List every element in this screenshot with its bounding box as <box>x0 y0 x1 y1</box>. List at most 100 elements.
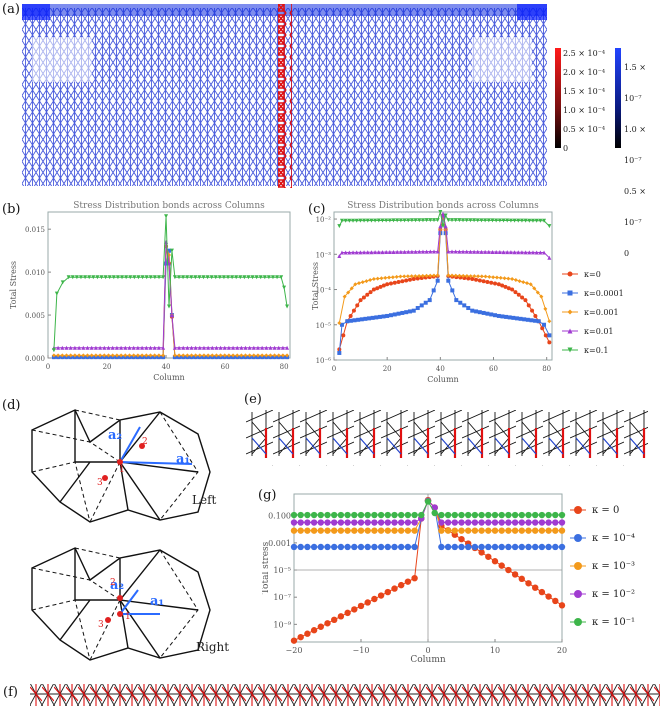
data-point <box>525 543 532 551</box>
site-label-2-right: 2 <box>110 578 116 588</box>
data-point <box>516 292 521 297</box>
panel-label-d: (d) <box>2 398 21 413</box>
data-point <box>351 250 356 255</box>
data-point <box>119 353 124 358</box>
data-point <box>210 345 215 350</box>
data-point <box>337 224 342 229</box>
data-point <box>66 275 71 280</box>
data-point <box>74 275 79 280</box>
x-axis-label: Column <box>427 375 458 384</box>
data-point <box>493 281 498 286</box>
data-point <box>418 511 425 519</box>
data-point <box>498 543 505 551</box>
data-point <box>486 249 491 254</box>
lattice-diagram-d <box>31 409 211 661</box>
data-point <box>132 275 137 280</box>
data-point <box>413 274 418 279</box>
site-marker <box>105 617 111 623</box>
data-point <box>181 353 186 358</box>
data-point <box>516 250 521 255</box>
data-point <box>517 279 522 284</box>
data-point <box>361 295 366 300</box>
data-point <box>407 309 412 314</box>
data-point <box>384 519 391 526</box>
data-point <box>68 353 73 358</box>
data-point <box>402 218 407 223</box>
data-point <box>485 279 490 284</box>
data-point <box>377 592 385 599</box>
data-point <box>491 519 499 526</box>
data-point <box>391 511 398 519</box>
vector-label-a2-right: a₂ <box>110 578 125 593</box>
data-point <box>406 249 411 254</box>
data-point <box>497 250 502 255</box>
data-point <box>347 250 352 255</box>
data-point <box>243 345 248 350</box>
data-point <box>417 218 422 223</box>
data-point <box>222 345 227 350</box>
data-point <box>348 313 353 318</box>
data-point <box>478 519 485 526</box>
data-point <box>574 618 582 626</box>
data-point <box>217 275 222 280</box>
data-point <box>468 218 473 223</box>
data-point <box>532 584 539 591</box>
data-point <box>140 345 145 350</box>
data-point <box>498 275 503 280</box>
data-point <box>545 527 552 534</box>
data-point <box>493 313 498 318</box>
data-point <box>486 218 491 223</box>
data-point <box>471 527 479 534</box>
data-point <box>392 280 397 285</box>
data-point <box>510 287 515 292</box>
data-point <box>552 597 559 605</box>
data-point <box>317 511 324 519</box>
data-point <box>513 278 518 283</box>
data-point <box>371 519 378 526</box>
data-point <box>567 347 573 353</box>
data-point <box>218 345 223 350</box>
data-point <box>498 527 505 534</box>
data-point <box>276 345 281 350</box>
data-point <box>247 345 252 350</box>
data-point <box>435 278 440 283</box>
data-point <box>70 275 75 280</box>
data-point <box>189 353 194 358</box>
data-point <box>161 275 166 280</box>
data-point <box>558 511 566 519</box>
data-point <box>483 274 488 279</box>
colorbar-red <box>555 48 561 148</box>
data-point <box>167 304 171 309</box>
x-tick-label: 20 <box>557 646 567 655</box>
data-point <box>518 511 525 519</box>
data-point <box>239 353 244 358</box>
data-point <box>304 511 311 519</box>
data-point <box>485 511 492 519</box>
data-point <box>201 353 206 358</box>
data-point <box>362 250 367 255</box>
data-point <box>242 275 247 280</box>
data-point <box>297 519 304 526</box>
data-point <box>353 282 358 287</box>
data-point <box>538 511 546 519</box>
data-point <box>525 527 532 534</box>
data-point <box>558 543 566 551</box>
data-point <box>494 249 499 254</box>
data-point <box>197 353 202 358</box>
data-point <box>339 322 344 327</box>
data-point <box>388 281 393 286</box>
colorbar-tick: 2.5 × 10⁻⁴ <box>563 49 606 58</box>
data-point <box>345 319 350 324</box>
data-point <box>123 353 128 358</box>
data-point <box>558 602 566 609</box>
data-point <box>552 511 559 519</box>
data-point <box>135 345 140 350</box>
data-point <box>417 249 422 254</box>
data-point <box>310 519 318 526</box>
data-point <box>505 566 512 574</box>
data-point <box>357 511 365 519</box>
data-point <box>508 218 513 223</box>
data-point <box>64 353 69 358</box>
data-point <box>285 304 290 309</box>
data-point <box>368 278 373 283</box>
